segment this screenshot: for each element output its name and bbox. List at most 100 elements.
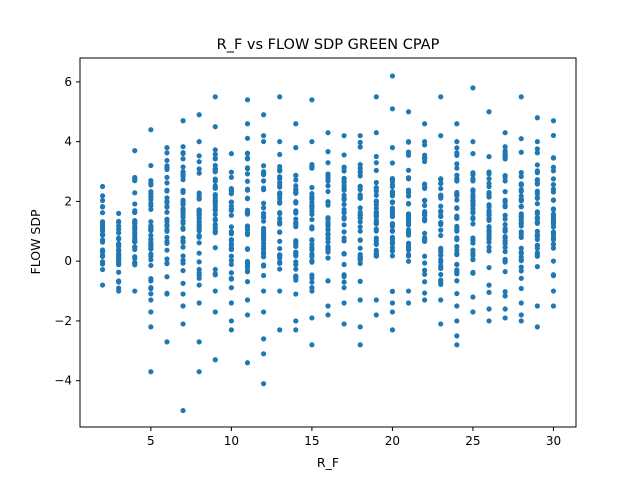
data-point (325, 130, 331, 136)
data-point (534, 168, 540, 174)
data-point (164, 339, 170, 345)
data-point (260, 225, 267, 231)
data-point (132, 254, 138, 260)
data-point (196, 166, 202, 172)
data-point (550, 258, 557, 264)
data-point (244, 166, 251, 172)
data-point (454, 121, 460, 127)
data-point (486, 244, 492, 250)
data-point (260, 288, 267, 294)
data-point (293, 190, 299, 196)
data-point (550, 176, 557, 182)
data-point (389, 288, 396, 294)
data-point (180, 206, 186, 212)
y-tick-label: −4 (54, 374, 72, 388)
data-point (309, 253, 315, 259)
data-point (293, 291, 299, 297)
data-point (373, 179, 379, 186)
data-point (164, 199, 170, 205)
data-point (438, 133, 444, 139)
data-point (438, 94, 444, 100)
data-point (550, 181, 557, 188)
data-point (148, 177, 154, 184)
data-point (99, 193, 106, 199)
data-point (260, 263, 267, 269)
data-point (132, 288, 138, 294)
data-point (293, 262, 299, 268)
data-point (277, 211, 283, 217)
data-point (438, 209, 444, 215)
data-point (534, 215, 540, 221)
data-point (341, 285, 347, 291)
data-point (228, 151, 234, 157)
data-point (422, 209, 428, 215)
data-point (164, 228, 170, 234)
data-point (164, 204, 170, 210)
data-point (325, 312, 331, 318)
data-point (422, 121, 428, 127)
y-tick-label: 0 (64, 254, 72, 268)
data-point (116, 236, 122, 242)
data-point (454, 333, 460, 339)
data-point (502, 233, 508, 240)
data-point (454, 261, 460, 267)
data-point (212, 216, 218, 222)
data-point (228, 207, 234, 214)
data-point (244, 207, 251, 213)
data-point (550, 220, 557, 226)
data-point (325, 223, 331, 229)
data-point (260, 246, 267, 252)
data-point (502, 172, 508, 179)
data-point (228, 203, 234, 209)
data-point (164, 247, 170, 253)
x-tick-label: 15 (304, 434, 319, 448)
data-point (164, 180, 170, 186)
data-point (277, 327, 283, 333)
data-point (422, 155, 428, 161)
data-point (470, 176, 476, 182)
data-point (373, 192, 379, 198)
data-point (116, 241, 122, 247)
data-point (357, 324, 363, 330)
data-point (293, 251, 299, 257)
data-point (196, 139, 202, 145)
data-point (518, 234, 524, 240)
data-point (373, 238, 379, 244)
data-point (325, 188, 331, 195)
data-point (212, 151, 218, 157)
data-point (438, 220, 444, 226)
data-point (534, 181, 540, 187)
data-point (389, 193, 396, 199)
data-point (196, 219, 202, 226)
data-point (502, 202, 508, 208)
data-point (196, 339, 202, 345)
data-point (341, 274, 347, 280)
data-point (438, 203, 444, 209)
data-point (454, 247, 460, 253)
data-point (341, 164, 347, 170)
data-point (212, 185, 218, 191)
data-point (116, 210, 122, 216)
data-point (357, 173, 363, 179)
data-point (389, 327, 396, 333)
data-point (244, 360, 251, 366)
data-point (116, 230, 122, 236)
data-point (148, 291, 154, 297)
data-point (502, 152, 508, 158)
data-point (180, 244, 186, 250)
data-point (470, 215, 476, 221)
data-point (438, 180, 444, 186)
data-point (422, 202, 428, 209)
data-point (228, 275, 234, 281)
data-point (148, 193, 154, 200)
data-point (148, 188, 154, 195)
data-point (212, 222, 218, 228)
data-point (550, 273, 557, 279)
data-point (244, 178, 251, 184)
data-point (550, 229, 557, 235)
data-point (405, 200, 412, 207)
data-point (196, 211, 202, 217)
data-point (180, 218, 186, 224)
data-point (518, 182, 524, 188)
data-point (422, 237, 428, 243)
